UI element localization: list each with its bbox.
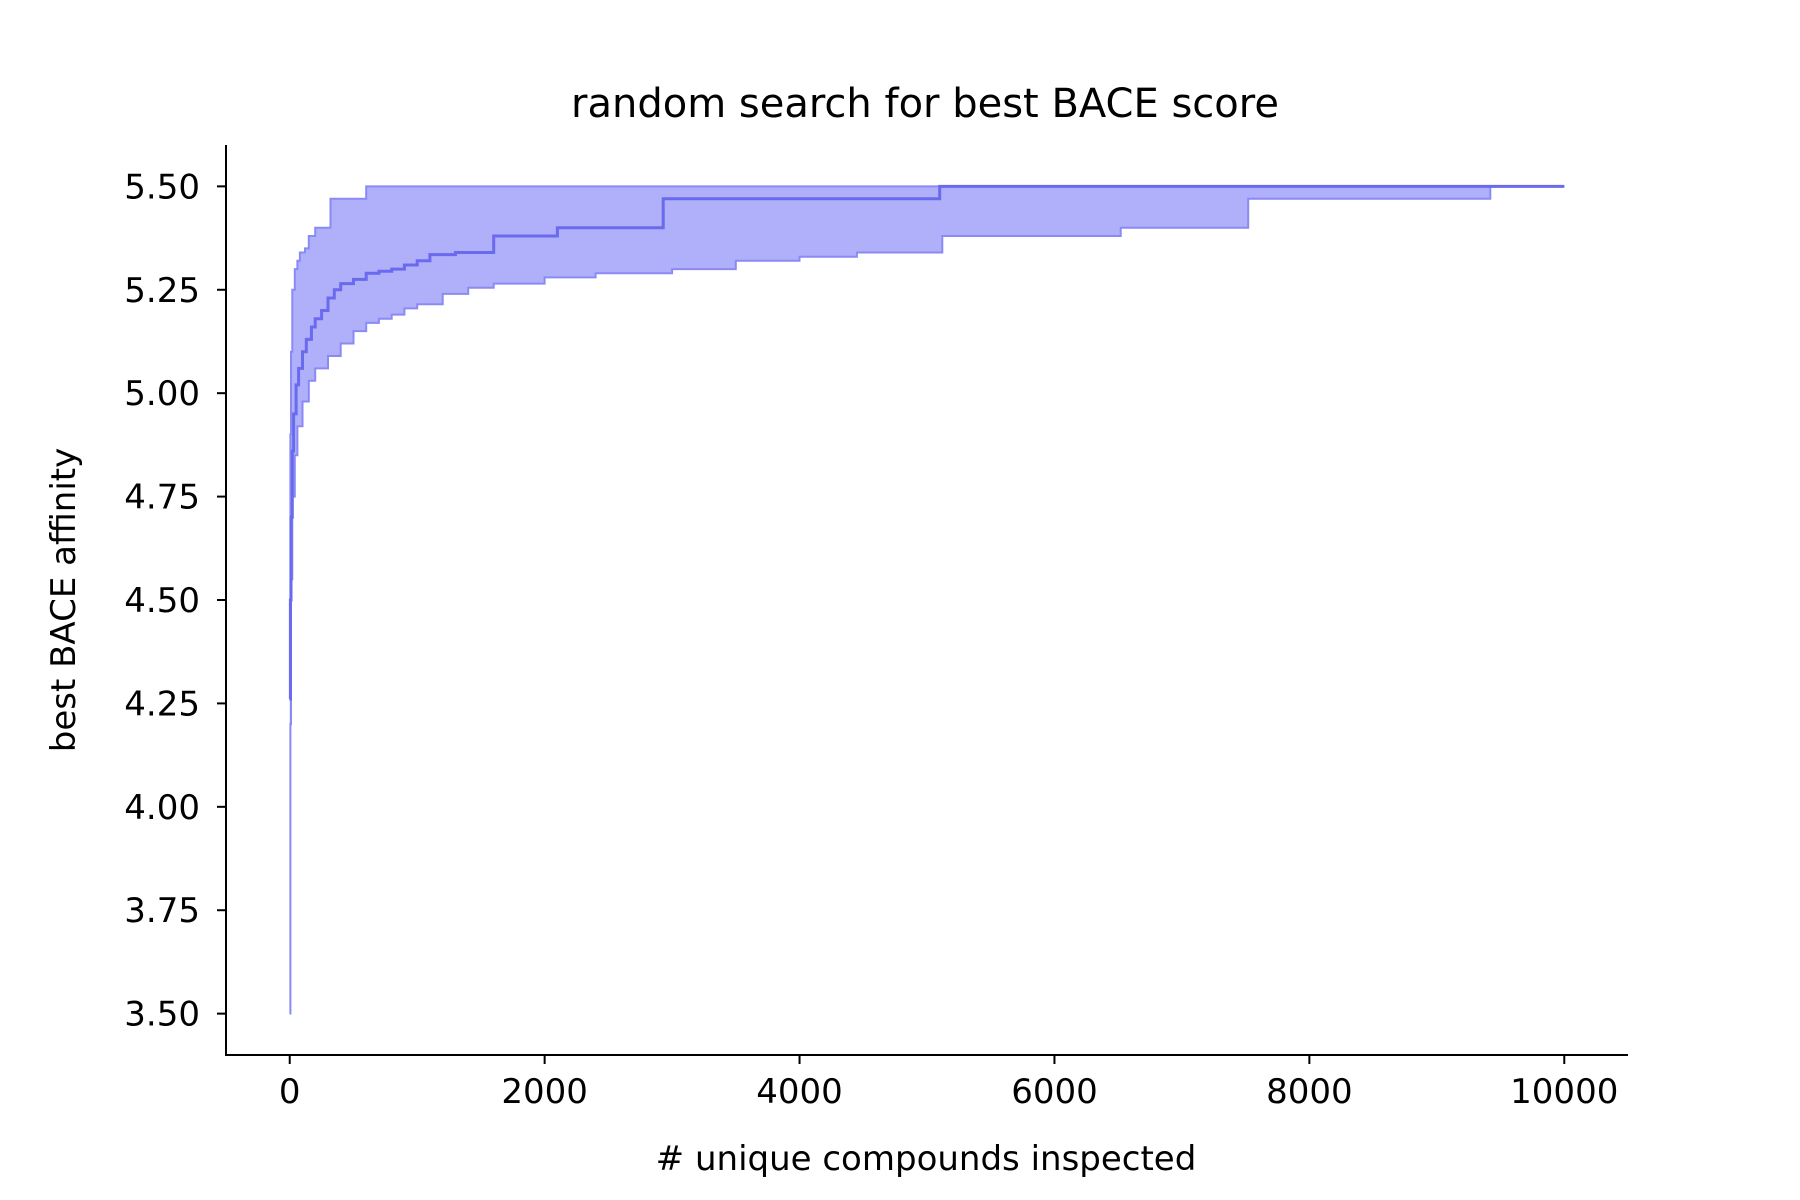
y-tick-label: 4.25: [124, 684, 200, 724]
y-tick-label: 3.50: [124, 995, 200, 1035]
x-tick-label: 6000: [1011, 1072, 1098, 1112]
y-axis-label: best BACE affinity: [44, 448, 84, 753]
y-tick-label: 5.50: [124, 167, 200, 207]
y-tick-label: 5.25: [124, 271, 200, 311]
band-lower-edge: [289, 185, 1565, 1015]
x-axis-ticks: 0 2000 4000 6000 8000 10000: [279, 1055, 1618, 1112]
y-axis-ticks: 3.50 3.75 4.00 4.25 4.50 4.75 5.00 5.25 5.50: [124, 167, 226, 1035]
plot-area: [288, 184, 1565, 1015]
chart-title: random search for best BACE score: [571, 81, 1279, 127]
y-tick-label: 3.75: [124, 891, 200, 931]
y-tick-label: 4.00: [124, 788, 200, 828]
y-tick-label: 4.75: [124, 478, 200, 518]
confidence-band: [289, 186, 1565, 1014]
y-tick-label: 4.50: [124, 581, 200, 621]
x-tick-label: 0: [279, 1072, 301, 1112]
x-axis-label: # unique compounds inspected: [656, 1139, 1197, 1179]
x-tick-label: 4000: [756, 1072, 843, 1112]
x-tick-label: 10000: [1510, 1072, 1618, 1112]
x-tick-label: 2000: [501, 1072, 588, 1112]
x-tick-label: 8000: [1266, 1072, 1353, 1112]
mean-line: [288, 184, 1565, 701]
band-upper-edge: [289, 185, 1565, 701]
y-tick-label: 5.00: [124, 374, 200, 414]
